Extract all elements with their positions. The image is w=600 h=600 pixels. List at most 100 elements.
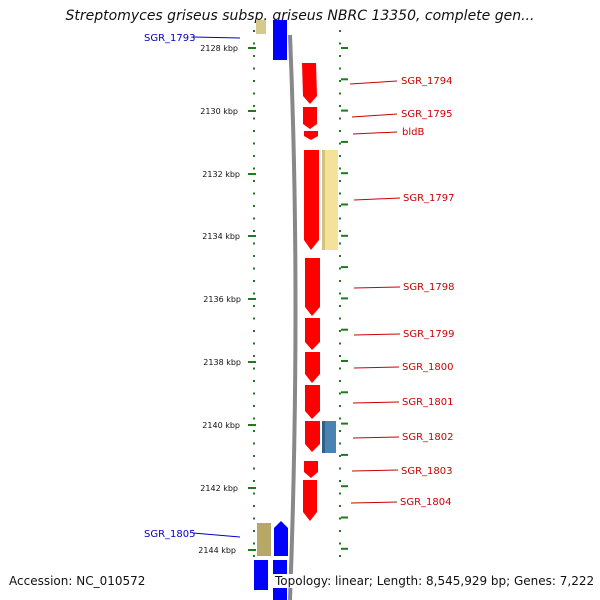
track-dot [253, 317, 255, 320]
label-sgr-1799[interactable]: SGR_1799 [403, 329, 455, 340]
track-dot [339, 367, 341, 370]
kbp-tick: 2144 kbp [198, 546, 256, 555]
gene-sgr-1795[interactable] [303, 107, 317, 129]
label-sgr-1795[interactable]: SGR_1795 [401, 109, 453, 120]
gene-sgr-1803[interactable] [304, 461, 318, 478]
leader-line-sgr-1805 [192, 532, 241, 538]
gene-tan-bottom[interactable] [257, 523, 271, 556]
kbp-label: 2134 kbp [202, 232, 240, 241]
track-dot [339, 142, 341, 145]
label-bldb[interactable]: bldB [402, 127, 424, 138]
track-dot [339, 217, 341, 220]
track-dot [253, 55, 255, 57]
gene-sgr-1799[interactable] [305, 318, 320, 350]
track-dot [339, 267, 341, 270]
track-dot [339, 67, 341, 70]
map-title: Streptomyces griseus subsp. griseus NBRC… [65, 8, 535, 24]
gene-sgr-1800[interactable] [305, 352, 320, 383]
reverse-strand-features[interactable] [254, 20, 288, 600]
track-dot [339, 180, 341, 182]
track-dot [339, 155, 341, 157]
kbp-tick: 2136 kbp [203, 295, 256, 304]
forward-strand-features[interactable] [302, 63, 338, 521]
kbp-label: 2132 kbp [202, 170, 240, 179]
kbp-label: 2138 kbp [203, 358, 241, 367]
track-dash [341, 140, 348, 143]
gene-sgr-1794[interactable] [302, 63, 317, 104]
track-dash [341, 485, 348, 488]
gene-sgr-1801[interactable] [305, 385, 320, 419]
gene-blue-top-a[interactable] [273, 20, 287, 34]
track-dot [339, 342, 341, 345]
gene-blue-bottom-a[interactable] [254, 560, 268, 590]
label-sgr-1803[interactable]: SGR_1803 [401, 466, 453, 477]
track-dot [339, 192, 341, 195]
track-dot [339, 442, 341, 445]
track-dot [339, 405, 341, 407]
leader-line-sgr-1793 [192, 36, 241, 39]
track-dot [253, 167, 255, 170]
label-sgr-1805[interactable]: SGR_1805 [144, 529, 196, 540]
track-dot [339, 80, 341, 82]
track-dot [339, 280, 341, 282]
track-dash [341, 516, 348, 519]
track-dot [253, 280, 255, 282]
track-dash [341, 172, 348, 175]
track-dot [339, 455, 341, 457]
label-sgr-1804[interactable]: SGR_1804 [400, 497, 452, 508]
track-dot [339, 42, 341, 45]
track-dot [253, 517, 255, 520]
track-dash [341, 453, 348, 456]
gene-sgr-1805[interactable] [274, 521, 288, 556]
track-dash [341, 109, 348, 112]
gene-tan-top[interactable] [256, 20, 266, 34]
track-dot [253, 442, 255, 445]
label-sgr-1798[interactable]: SGR_1798 [403, 282, 455, 293]
track-dot [253, 242, 255, 245]
label-sgr-1793[interactable]: SGR_1793 [144, 33, 196, 44]
track-dot [253, 330, 255, 332]
gene-pale-yellow-edge [322, 150, 325, 250]
track-dot [253, 392, 255, 395]
gene-pale-yellow[interactable] [322, 150, 338, 250]
track-dash [341, 360, 348, 362]
track-dash [341, 297, 348, 300]
track-dot [253, 480, 255, 482]
gene-sgr-1793[interactable] [273, 34, 287, 60]
track-dot [339, 317, 341, 320]
track-dot [253, 30, 255, 32]
track-dash [341, 547, 348, 550]
track-dot [253, 305, 255, 307]
track-dot [253, 67, 255, 70]
track-dash [341, 78, 348, 81]
gene-sgr-1804[interactable] [303, 480, 317, 521]
label-sgr-1801[interactable]: SGR_1801 [402, 397, 454, 408]
label-sgr-1794[interactable]: SGR_1794 [401, 76, 453, 87]
track-dot [253, 405, 255, 407]
track-dot [253, 117, 255, 120]
right-tick-track [339, 30, 348, 557]
gene-sgr-1797[interactable] [304, 150, 319, 250]
track-dot [339, 55, 341, 57]
label-sgr-1797[interactable]: SGR_1797 [403, 193, 455, 204]
kbp-tick: 2140 kbp [202, 421, 256, 430]
kbp-label: 2130 kbp [200, 107, 238, 116]
label-sgr-1802[interactable]: SGR_1802 [402, 432, 454, 443]
gene-red-1802[interactable] [305, 421, 320, 452]
track-dot [339, 242, 341, 245]
track-dash [341, 47, 348, 49]
kbp-label: 2142 kbp [200, 484, 238, 493]
track-dot [339, 555, 341, 557]
gene-sgr-1802[interactable] [322, 421, 336, 453]
track-dot [253, 105, 255, 107]
kbp-tick: 2128 kbp [200, 44, 256, 53]
track-dot [253, 80, 255, 82]
gene-bldb[interactable] [304, 131, 318, 140]
track-dot [339, 167, 341, 170]
track-dot [253, 92, 255, 95]
gene-sgr-1798[interactable] [305, 258, 320, 316]
kbp-tick: 2134 kbp [202, 232, 256, 241]
track-dash [341, 422, 348, 425]
label-sgr-1800[interactable]: SGR_1800 [402, 362, 454, 373]
